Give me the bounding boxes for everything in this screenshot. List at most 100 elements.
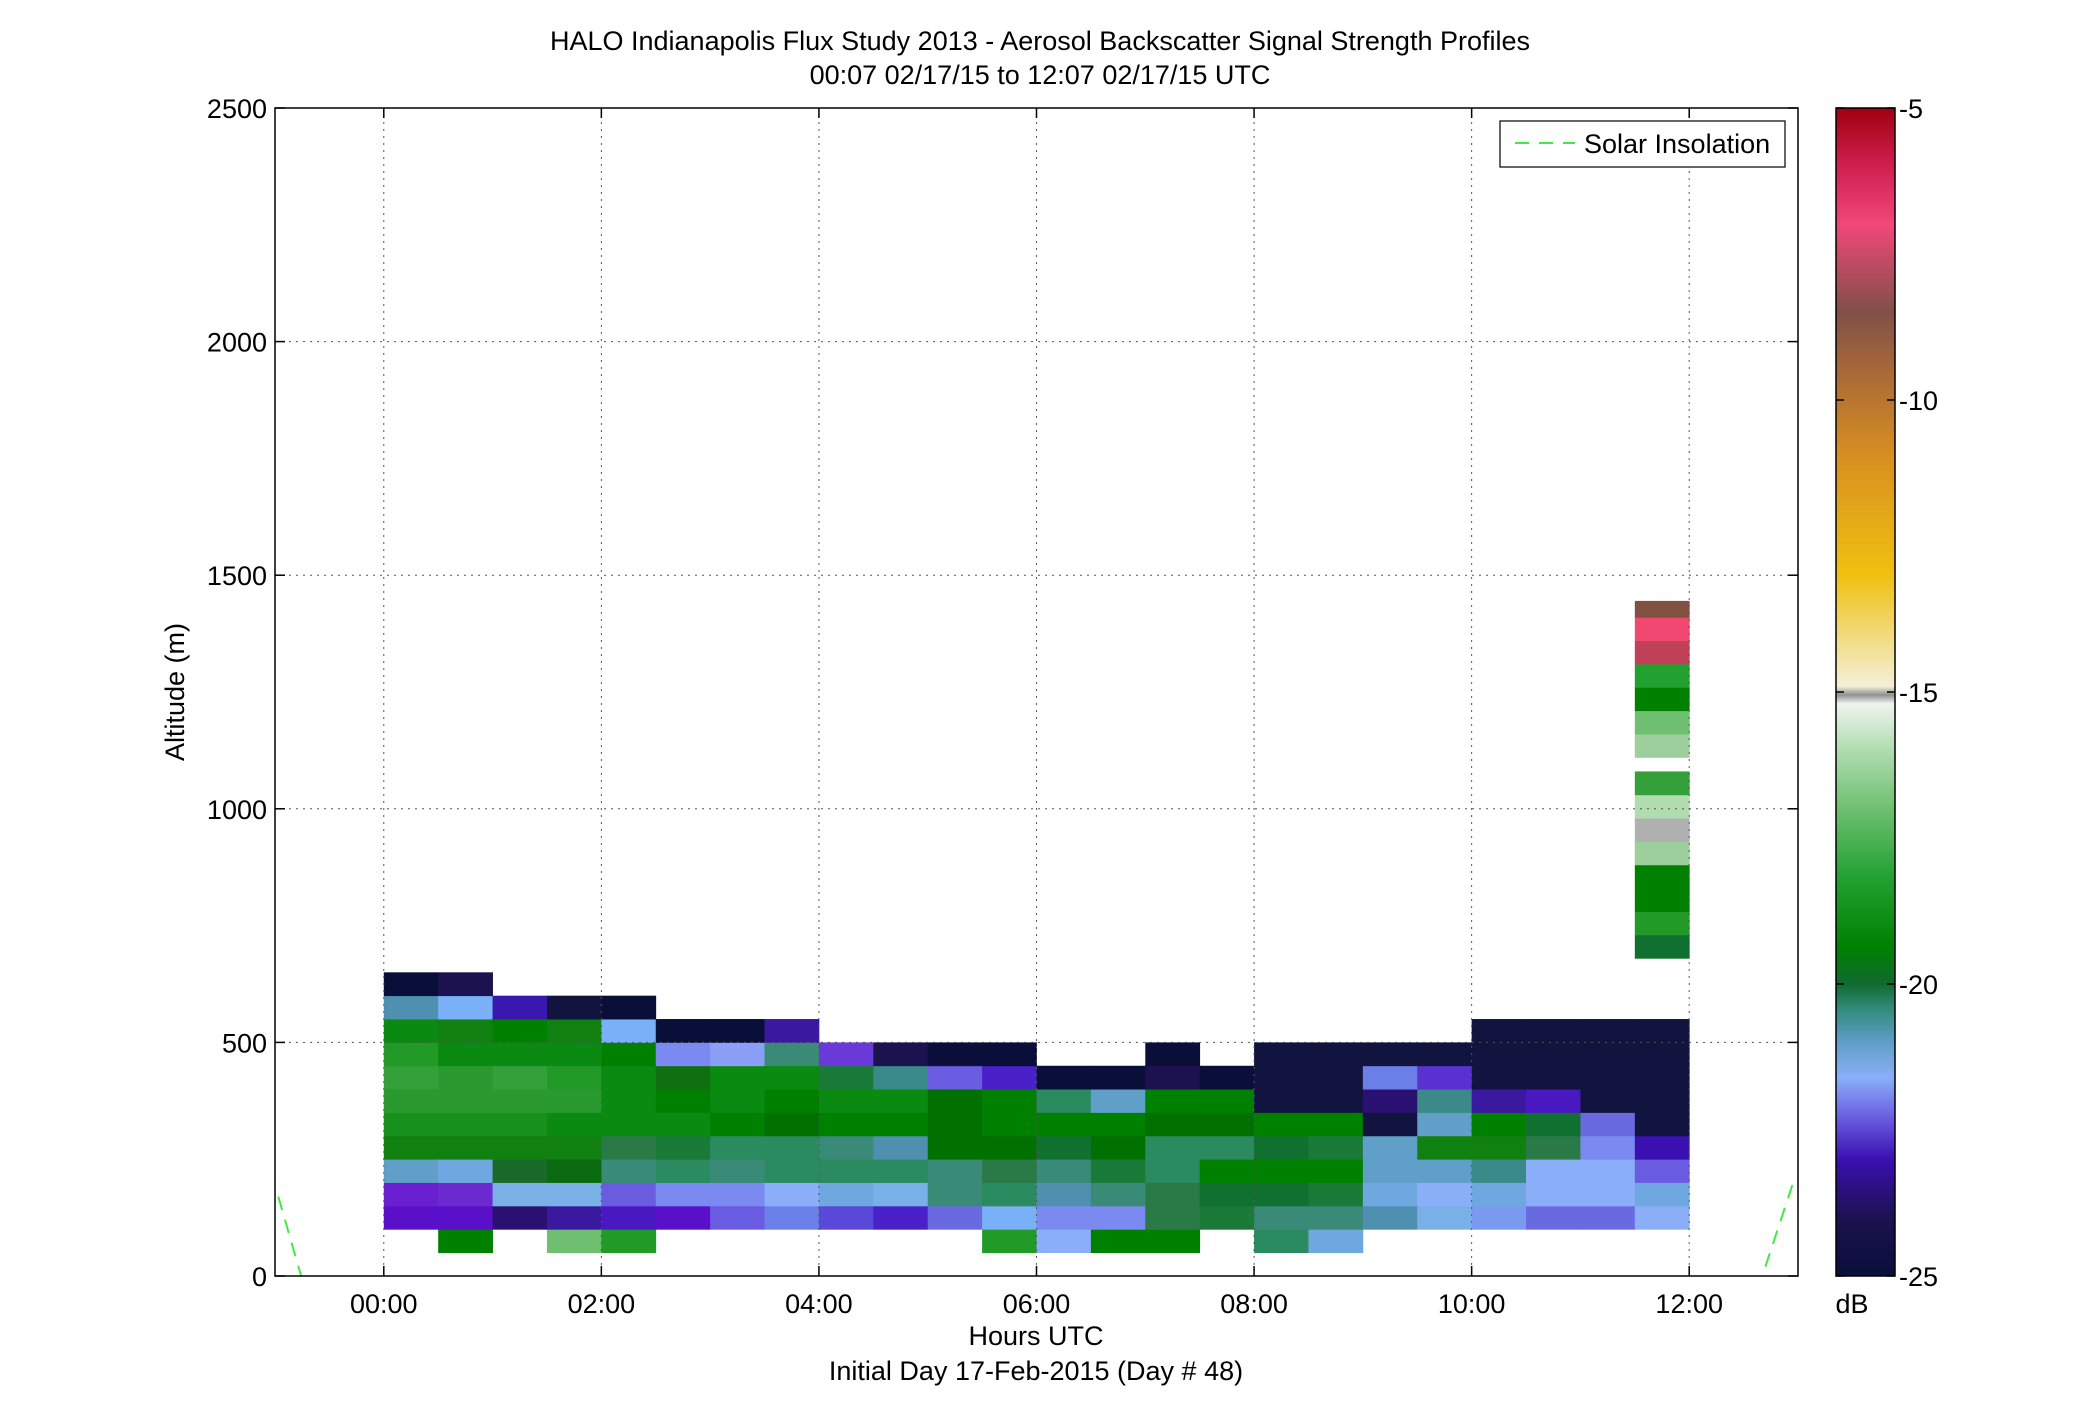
heatmap-cell: [1471, 1089, 1527, 1113]
heatmap-cell: [1199, 1089, 1255, 1113]
heatmap-cell: [383, 1089, 439, 1113]
heatmap-cell: [1090, 1182, 1146, 1207]
heatmap-cell: [1308, 1159, 1364, 1183]
heatmap-cell: [1580, 1042, 1636, 1067]
heatmap-cell: [1471, 1182, 1527, 1207]
heatmap-cell: [1362, 1182, 1418, 1207]
heatmap-cell: [1036, 1205, 1092, 1230]
heatmap-cell: [1254, 1205, 1309, 1230]
heatmap-cell: [1417, 1089, 1473, 1113]
colorbar-tick-label: -25: [1899, 1262, 1938, 1292]
grid-lines: [275, 108, 1798, 1276]
legend-box: [1499, 120, 1786, 168]
heatmap-cell: [438, 1065, 493, 1090]
heatmap-cell: [438, 1182, 493, 1207]
heatmap-cell: [438, 1205, 493, 1230]
heatmap-cell: [1254, 1112, 1309, 1137]
heatmap-cell: [1526, 1182, 1581, 1207]
heatmap-cell: [1634, 710, 1690, 735]
heatmap-cell: [1580, 1159, 1636, 1183]
y-tick-label: 500: [222, 1028, 267, 1058]
heatmap-cell: [601, 1065, 657, 1090]
heatmap-cell: [655, 1159, 711, 1183]
heatmap-cell: [438, 1229, 493, 1254]
heatmap-cell: [1308, 1042, 1364, 1067]
heatmap-cell: [1036, 1159, 1092, 1183]
legend-label-solar-insolation: Solar Insolation: [1584, 129, 1770, 159]
heatmap-cells: [383, 600, 1690, 1254]
heatmap-cell: [655, 1205, 711, 1230]
heatmap-cell: [1254, 1042, 1309, 1067]
heatmap-cell: [438, 1019, 493, 1043]
heatmap-cell: [873, 1159, 929, 1183]
heatmap-cell: [873, 1042, 929, 1067]
heatmap-cell: [982, 1112, 1037, 1137]
heatmap-cell: [383, 1019, 439, 1043]
heatmap-cell: [1471, 1205, 1527, 1230]
heatmap-cell: [1308, 1205, 1364, 1230]
heatmap-cell: [546, 1019, 602, 1043]
heatmap-cell: [1580, 1065, 1636, 1090]
heatmap-cell: [655, 1089, 711, 1113]
heatmap-cell: [1036, 1229, 1092, 1254]
heatmap-cell: [982, 1182, 1037, 1207]
heatmap-cell: [383, 1042, 439, 1067]
heatmap-cell: [927, 1089, 983, 1113]
heatmap-cell: [1417, 1042, 1473, 1067]
heatmap-cell: [1634, 888, 1690, 912]
heatmap-cell: [1145, 1112, 1201, 1137]
heatmap-cell: [1580, 1182, 1636, 1207]
heatmap-cell: [383, 1065, 439, 1090]
heatmap-cell: [1634, 934, 1690, 959]
heatmap-cell: [1471, 1159, 1527, 1183]
x-axis-ticks: 00:00 02:00 04:00 06:00 08:00 10:00 12:00: [350, 108, 1723, 1319]
heatmap-cell: [1362, 1089, 1418, 1113]
heatmap-cell: [927, 1159, 983, 1183]
heatmap-cell: [1471, 1135, 1527, 1160]
heatmap-cell: [1199, 1112, 1255, 1137]
heatmap-cell: [1145, 1159, 1201, 1183]
heatmap-cell: [927, 1182, 983, 1207]
heatmap-cell: [1526, 1089, 1581, 1113]
heatmap-cell: [492, 1089, 548, 1113]
heatmap-cell: [1526, 1065, 1581, 1090]
heatmap-cell: [1090, 1135, 1146, 1160]
heatmap-cell: [710, 1065, 765, 1090]
heatmap-cell: [982, 1159, 1037, 1183]
x-tick-label: 00:00: [350, 1289, 418, 1319]
heatmap-cell: [1417, 1065, 1473, 1090]
heatmap-cell: [1580, 1135, 1636, 1160]
heatmap-cell: [710, 1042, 765, 1067]
heatmap-cell: [710, 1135, 765, 1160]
heatmap-cell: [1145, 1205, 1201, 1230]
heatmap-cell: [1526, 1205, 1581, 1230]
heatmap-cell: [764, 1112, 820, 1137]
y-tick-label: 2000: [207, 328, 267, 358]
heatmap-cell: [438, 1042, 493, 1067]
colorbar-tick-label: -5: [1899, 94, 1923, 124]
heatmap-cell: [383, 1205, 439, 1230]
colorbar-tick-label: -20: [1899, 970, 1938, 1000]
heatmap-cell: [492, 1065, 548, 1090]
x-axis-label: Hours UTC: [968, 1321, 1103, 1351]
heatmap-cell: [1634, 687, 1690, 712]
heatmap-cell: [873, 1089, 929, 1113]
heatmap-cell: [764, 1205, 820, 1230]
heatmap-cell: [655, 1065, 711, 1090]
heatmap-cell: [1036, 1135, 1092, 1160]
heatmap-cell: [546, 1182, 602, 1207]
heatmap-cell: [492, 1112, 548, 1137]
y-tick-label: 2500: [207, 94, 267, 124]
heatmap-cell: [982, 1135, 1037, 1160]
heatmap-cell: [438, 1159, 493, 1183]
heatmap-cell: [1417, 1205, 1473, 1230]
heatmap-cell: [710, 1089, 765, 1113]
y-tick-label: 1000: [207, 795, 267, 825]
y-tick-label: 0: [252, 1262, 267, 1292]
heatmap-cell: [764, 1089, 820, 1113]
heatmap-cell: [546, 1065, 602, 1090]
heatmap-cell: [1199, 1159, 1255, 1183]
heatmap-cell: [1471, 1042, 1527, 1067]
heatmap-cell: [873, 1112, 929, 1137]
heatmap-cell: [982, 1089, 1037, 1113]
